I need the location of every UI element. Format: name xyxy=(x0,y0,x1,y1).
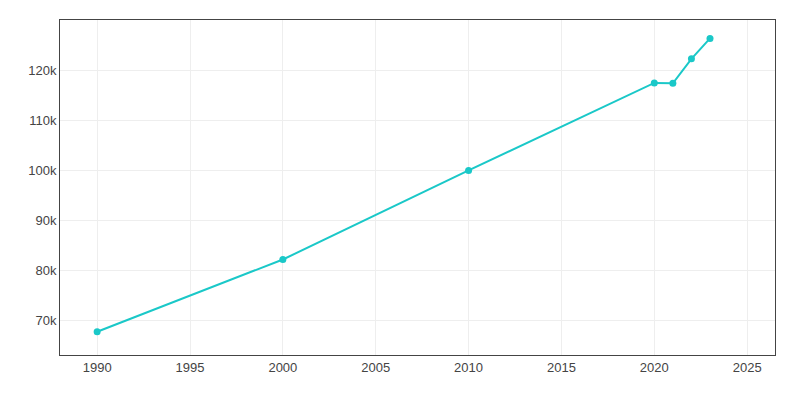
svg-text:90k: 90k xyxy=(35,213,56,228)
svg-text:2025: 2025 xyxy=(733,360,762,375)
svg-text:2005: 2005 xyxy=(361,360,390,375)
svg-text:2000: 2000 xyxy=(268,360,297,375)
svg-text:2010: 2010 xyxy=(454,360,483,375)
svg-text:2020: 2020 xyxy=(640,360,669,375)
svg-text:70k: 70k xyxy=(35,313,56,328)
svg-text:100k: 100k xyxy=(28,163,57,178)
svg-text:1990: 1990 xyxy=(83,360,112,375)
svg-text:110k: 110k xyxy=(29,113,57,128)
svg-text:120k: 120k xyxy=(28,63,57,78)
svg-text:80k: 80k xyxy=(35,263,56,278)
svg-text:2015: 2015 xyxy=(547,360,576,375)
svg-text:1995: 1995 xyxy=(176,360,205,375)
